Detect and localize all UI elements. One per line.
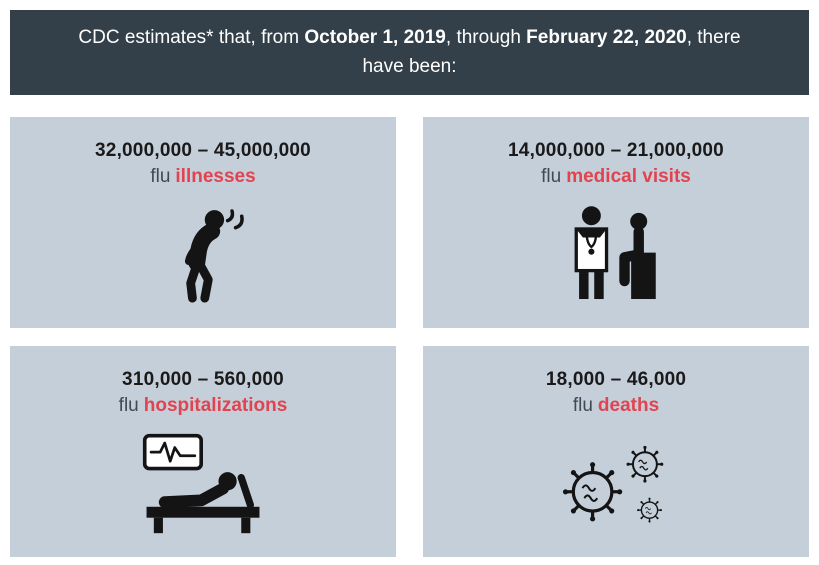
label-prefix: flu: [541, 165, 562, 187]
label-highlight: illnesses: [175, 165, 256, 187]
estimate-label: flu deaths: [423, 395, 809, 417]
coughing-person-icon: [10, 196, 396, 314]
estimate-range: 14,000,000 – 21,000,000: [508, 139, 724, 161]
stat-cards-grid: 32,000,000 – 45,000,000 flu illnesses: [10, 116, 809, 557]
hospital-bed-icon: [10, 425, 396, 543]
estimate-range: 32,000,000 – 45,000,000: [95, 139, 311, 161]
header-date-end: February 22, 2020: [526, 27, 687, 48]
header-text-segment: CDC estimates* that, from: [78, 27, 305, 48]
stat-card-flu-hospitalizations: 310,000 – 560,000 flu hospitalizations: [10, 345, 396, 557]
stat-card-flu-medical-visits: 14,000,000 – 21,000,000 flu medical visit…: [423, 116, 809, 328]
header-date-start: October 1, 2019: [304, 27, 446, 48]
estimate-label: flu illnesses: [10, 166, 396, 188]
virus-icon: [423, 425, 809, 543]
doctor-patient-icon: [423, 196, 809, 314]
estimate-label: flu medical visits: [423, 166, 809, 188]
estimate-range: 310,000 – 560,000: [122, 368, 284, 390]
label-prefix: flu: [572, 394, 593, 416]
header-text-segment: , there have been:: [362, 27, 741, 78]
header-text-segment: , through: [445, 27, 527, 48]
label-highlight: deaths: [597, 394, 660, 416]
label-highlight: hospitalizations: [143, 394, 288, 416]
estimate-label: flu hospitalizations: [10, 395, 396, 417]
label-prefix: flu: [150, 165, 171, 187]
stat-card-flu-illnesses: 32,000,000 – 45,000,000 flu illnesses: [10, 116, 396, 328]
stat-card-flu-deaths: 18,000 – 46,000 flu deaths: [423, 345, 809, 557]
label-prefix: flu: [118, 394, 139, 416]
header-banner: CDC estimates* that, from October 1, 201…: [10, 10, 809, 95]
label-highlight: medical visits: [566, 165, 691, 187]
estimate-range: 18,000 – 46,000: [545, 368, 687, 390]
